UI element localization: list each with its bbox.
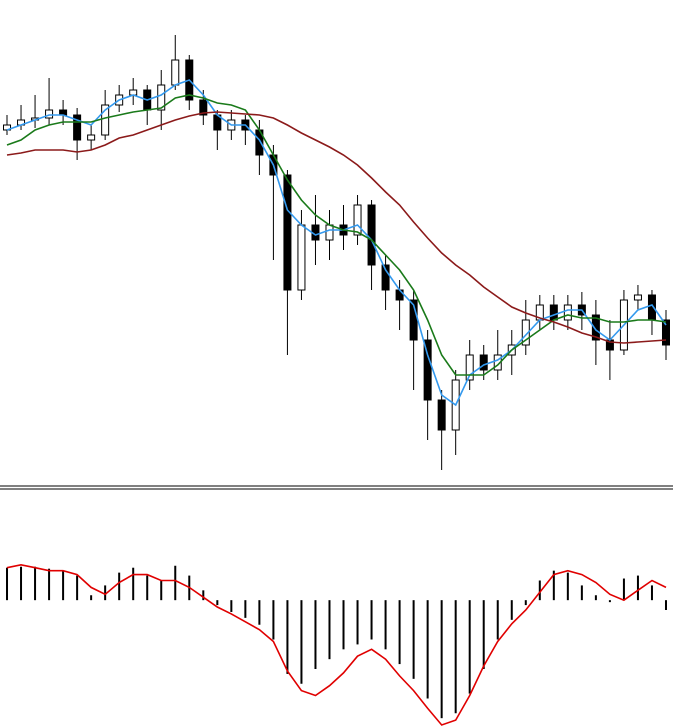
candle-body <box>633 294 642 301</box>
histogram-bar <box>258 600 261 625</box>
candle-body <box>465 354 474 381</box>
candle-body <box>199 99 208 116</box>
histogram-bar <box>510 600 513 620</box>
candle-body <box>367 204 376 266</box>
histogram-bar <box>496 600 499 640</box>
histogram-bar <box>6 567 9 601</box>
candle-body <box>479 354 488 371</box>
candle-body <box>171 59 180 86</box>
indicator-line <box>6 94 667 376</box>
histogram-bar <box>356 600 359 645</box>
histogram-bar <box>76 575 79 601</box>
histogram-bar <box>384 600 387 650</box>
candle-body <box>591 314 600 341</box>
candle-body <box>101 104 110 136</box>
histogram-bar <box>342 600 345 650</box>
candle-body <box>353 204 362 236</box>
candle-body <box>325 224 334 241</box>
histogram-bar <box>398 600 401 665</box>
histogram-bar <box>622 578 625 601</box>
histogram-bar <box>230 600 233 612</box>
histogram-bar <box>48 568 51 601</box>
indicator-line <box>6 111 667 344</box>
histogram-bar <box>286 600 289 674</box>
candle-body <box>45 109 54 119</box>
histogram-bar <box>146 575 149 601</box>
candle-body <box>157 84 166 111</box>
histogram-bar <box>62 570 65 601</box>
histogram-bar <box>524 600 527 606</box>
candle-body <box>493 354 502 371</box>
histogram-bar <box>300 600 303 684</box>
candle-body <box>549 304 558 321</box>
histogram-bar <box>118 572 121 601</box>
histogram-bar <box>608 600 611 603</box>
histogram-bar <box>216 600 219 606</box>
histogram-bar <box>314 600 317 669</box>
histogram-bar <box>538 580 541 601</box>
histogram-bar <box>34 566 37 601</box>
histogram-bar <box>244 600 247 618</box>
histogram-bar <box>650 585 653 601</box>
histogram-bar <box>202 590 205 601</box>
candle-body <box>297 224 306 291</box>
candle-body <box>423 339 432 401</box>
histogram-bar <box>594 595 597 601</box>
histogram-bar <box>636 575 639 601</box>
histogram-bar <box>328 600 331 660</box>
histogram-bar <box>580 585 583 601</box>
histogram-bar <box>20 566 23 601</box>
candle-body <box>563 304 572 321</box>
candle-body <box>521 319 530 346</box>
histogram-bar <box>566 572 569 601</box>
histogram-bar <box>412 600 415 679</box>
candle-body <box>381 264 390 291</box>
histogram-bar <box>104 585 107 601</box>
histogram-bar <box>174 565 177 601</box>
candle-body <box>87 134 96 141</box>
histogram-bar <box>90 595 93 601</box>
candle-body <box>661 319 670 346</box>
histogram-bar <box>132 567 135 601</box>
histogram-bar <box>440 600 443 719</box>
histogram-bar <box>272 600 275 640</box>
histogram-bar <box>160 580 163 601</box>
candle-body <box>73 114 82 141</box>
histogram-bar <box>370 600 373 640</box>
indicator-line <box>6 79 667 407</box>
histogram-bar <box>454 600 457 714</box>
histogram-bar <box>468 600 471 694</box>
candle-body <box>283 174 292 291</box>
candle-body <box>437 399 446 431</box>
indicator-line <box>6 563 667 726</box>
histogram-bar <box>426 600 429 699</box>
histogram-bar <box>664 600 667 610</box>
histogram-bar <box>552 570 555 601</box>
histogram-bar <box>482 600 485 669</box>
